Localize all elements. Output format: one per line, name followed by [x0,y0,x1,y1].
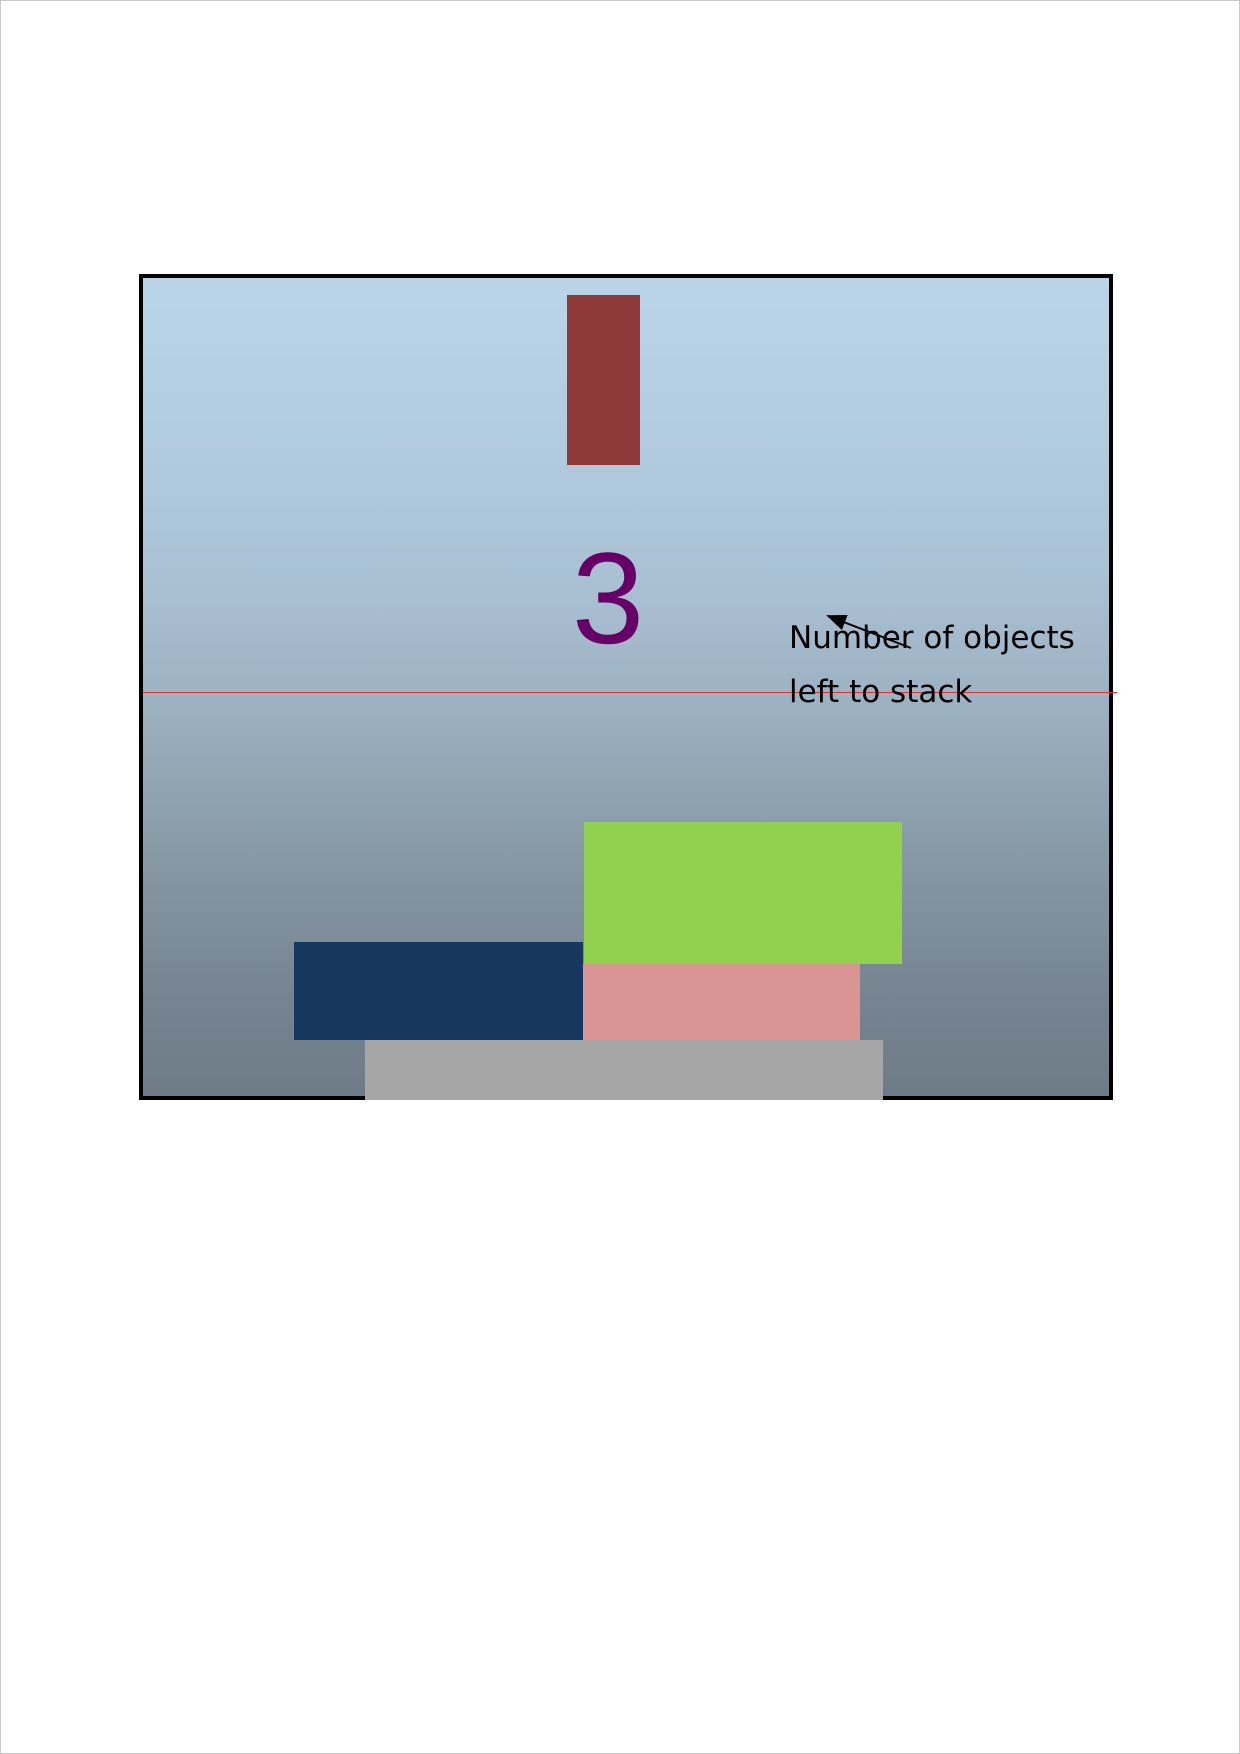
stacked-block-pink [583,964,860,1040]
base-platform [365,1040,883,1100]
height-limit-line [143,692,1117,693]
falling-block[interactable] [567,295,640,465]
game-screen[interactable]: 3 Number of objects left to stack [139,274,1117,1100]
stacked-block-navy [294,942,583,1040]
annotation-label: Number of objects left to stack [789,620,1075,710]
objects-left-counter: 3 [571,525,645,671]
annotation-arrow-icon [826,615,912,649]
stacked-block-green [584,822,902,964]
